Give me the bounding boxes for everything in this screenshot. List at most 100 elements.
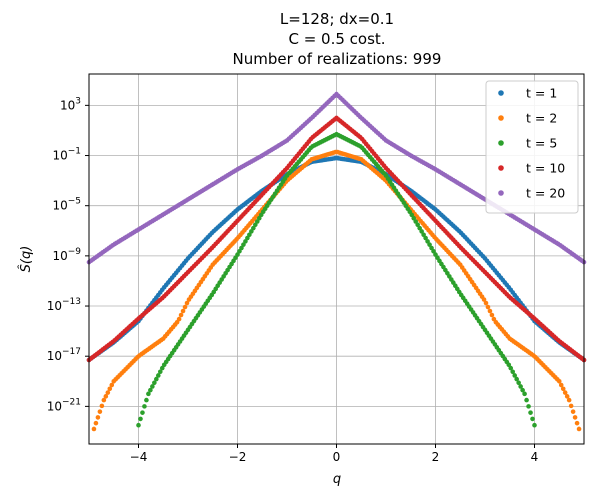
data-point [508, 365, 514, 371]
y-tick-label: 10−1 [52, 147, 81, 163]
data-point [572, 415, 578, 420]
data-point [237, 249, 242, 254]
x-tick-label: −2 [229, 450, 247, 464]
data-point [556, 378, 562, 384]
data-point [558, 382, 564, 388]
data-point [417, 225, 422, 231]
data-point [146, 391, 151, 397]
chart-title-line-2: C = 0.5 cost. [288, 30, 385, 48]
data-point [105, 390, 111, 395]
legend-label: t = 5 [526, 136, 557, 151]
data-point [184, 300, 190, 306]
data-point [560, 386, 566, 392]
data-point [514, 376, 519, 382]
data-point [487, 308, 493, 314]
y-tick-label: 10−21 [47, 397, 81, 413]
data-point [148, 387, 153, 393]
data-point [524, 397, 529, 403]
data-point [574, 420, 580, 426]
data-point [251, 225, 256, 231]
data-point [140, 410, 145, 415]
data-point [249, 229, 254, 234]
data-point [528, 410, 533, 415]
data-point [93, 420, 99, 426]
data-point [138, 416, 143, 422]
data-point [568, 403, 574, 409]
data-point [530, 416, 535, 422]
y-axis-ticks: 103 10−1 10−5 10−9 10−13 10−17 10−21 [47, 96, 89, 413]
legend-marker [498, 165, 504, 171]
data-point [481, 297, 487, 302]
data-point [526, 404, 531, 409]
legend: t = 1 t = 2 t = 5 t = 10 t = 20 [485, 80, 579, 214]
data-point [419, 229, 424, 234]
data-point [576, 426, 582, 432]
data-point [103, 394, 109, 399]
data-points [86, 91, 587, 432]
data-point [241, 242, 246, 247]
data-point [489, 312, 495, 318]
y-tick-label: 10−5 [52, 197, 81, 213]
data-point [91, 426, 97, 432]
data-point [566, 397, 572, 403]
legend-marker [498, 90, 504, 96]
data-point [247, 232, 252, 238]
data-point [95, 415, 101, 420]
x-tick-label: 4 [531, 450, 539, 464]
x-tick-label: 2 [432, 450, 440, 464]
data-point [142, 404, 147, 409]
data-point [522, 391, 527, 397]
chart-title-line-1: L=128; dx=0.1 [280, 10, 394, 28]
data-point [144, 397, 149, 403]
data-point [154, 376, 159, 382]
x-axis-ticks: −4 −2 0 2 4 [130, 444, 539, 464]
data-point [101, 397, 107, 403]
data-point [409, 212, 415, 218]
data-point [415, 222, 420, 228]
data-point [256, 215, 262, 221]
y-tick-label: 10−9 [52, 247, 81, 263]
data-point [253, 222, 258, 228]
x-tick-label: −4 [130, 450, 148, 464]
data-point [421, 232, 426, 238]
data-point [431, 249, 436, 254]
data-point [239, 245, 244, 251]
data-point [483, 300, 489, 306]
data-point [427, 242, 432, 247]
data-point [150, 384, 155, 389]
data-point [423, 235, 428, 241]
data-point [99, 403, 105, 409]
data-point [425, 239, 430, 244]
data-point [516, 380, 521, 386]
legend-label: t = 10 [526, 161, 565, 176]
data-point [518, 384, 523, 389]
data-point [136, 422, 141, 428]
data-point [176, 316, 182, 322]
y-tick-label: 10−13 [47, 297, 81, 313]
data-point [182, 304, 188, 310]
data-point [570, 409, 576, 414]
data-point [512, 373, 517, 378]
data-point [254, 219, 260, 224]
data-point [107, 386, 113, 392]
legend-marker [498, 140, 504, 146]
chart-title-line-3: Number of realizations: 999 [233, 50, 442, 68]
y-axis-label: Ŝ(q) [18, 246, 34, 273]
data-point [109, 382, 115, 388]
data-point [180, 308, 186, 314]
x-axis-label: q [333, 472, 341, 487]
data-point [413, 219, 419, 224]
y-tick-label: 10−17 [47, 347, 81, 363]
data-point [152, 380, 157, 386]
x-tick-label: 0 [333, 450, 341, 464]
data-point [532, 422, 537, 428]
data-point [429, 245, 434, 251]
series-3-points [136, 131, 537, 428]
data-point [245, 235, 250, 241]
data-point [510, 369, 516, 375]
legend-marker [498, 115, 504, 121]
data-point [243, 239, 248, 244]
legend-marker [498, 190, 504, 196]
data-point [178, 312, 184, 318]
